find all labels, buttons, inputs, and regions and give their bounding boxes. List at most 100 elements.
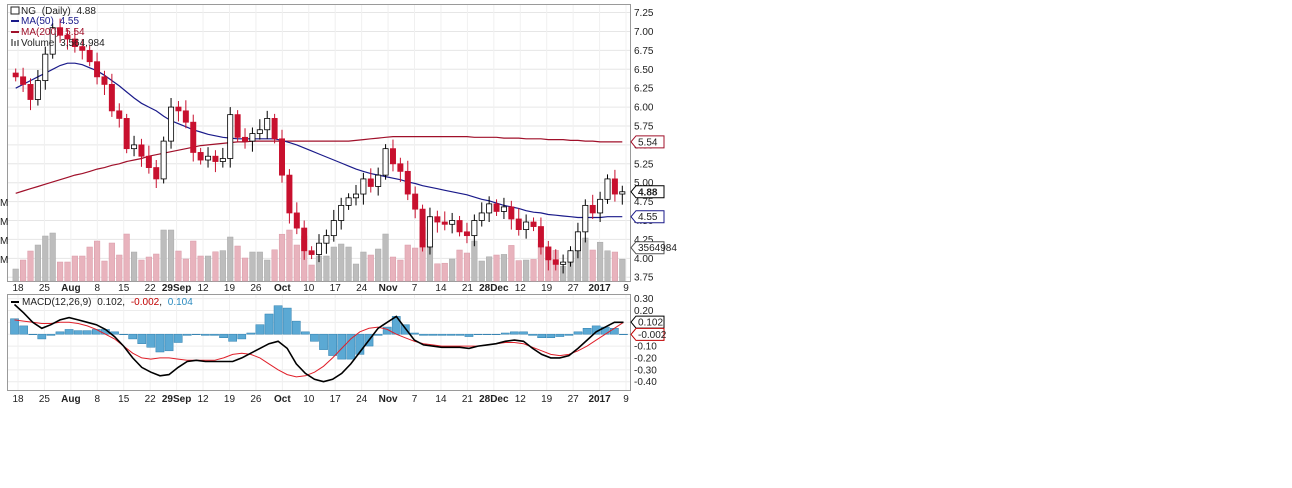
- macd-hist-bar: [291, 320, 301, 335]
- candle-body: [345, 197, 352, 206]
- macd-hist-bar: [500, 332, 510, 335]
- candle-body: [264, 118, 271, 131]
- candle-body: [500, 206, 507, 212]
- volume-bar: [57, 261, 64, 282]
- candle-body: [604, 178, 611, 200]
- macd-hist-bar: [410, 332, 419, 335]
- price-date-label: 27: [568, 283, 580, 294]
- legend-icon: [10, 6, 20, 15]
- macd-tick-label: -0.20: [634, 353, 657, 364]
- candle-body: [382, 148, 389, 176]
- candle-body: [212, 155, 219, 162]
- macd-hist-bar: [191, 333, 201, 335]
- macd-date-label: 26: [250, 394, 262, 405]
- macd-axis: 0.300.200.100.00-0.10-0.20-0.30-0.40: [634, 294, 657, 388]
- price-tick-label: 4.25: [634, 235, 654, 246]
- macd-hist-bar: [464, 333, 474, 337]
- legend-ma50-label: MA(50): [21, 16, 54, 27]
- candle-body: [389, 148, 396, 165]
- macd-tick-label: 0.20: [634, 306, 654, 317]
- candle-body: [419, 208, 426, 248]
- macd-date-label: 29Sep: [162, 394, 191, 405]
- price-tag-box: [630, 135, 665, 149]
- price-tick-label: 6.75: [634, 46, 654, 57]
- ma200-line: [15, 136, 623, 194]
- candle-body: [27, 83, 34, 100]
- volume-bar: [264, 259, 271, 282]
- macd-hist-bar: [528, 333, 537, 336]
- candle-body: [560, 261, 567, 265]
- macd-hist-bar: [82, 330, 92, 335]
- volume-bar: [463, 252, 471, 282]
- price-tag-box: [630, 185, 665, 199]
- volume-bar: [389, 256, 397, 282]
- value-tags: 5.54 4.88 4.55 3564984 0.102-0.002: [630, 135, 677, 341]
- volume-bar: [508, 245, 515, 282]
- macd-hist-bar: [610, 328, 619, 335]
- macd-date-axis: 18 25 Aug 8 15 22 29Sep 12 19 26 Oct 10 17 24 Nov 7 14 21…: [12, 394, 629, 405]
- volume-bar: [190, 240, 197, 282]
- candle-body: [574, 231, 581, 252]
- volume-bar: [20, 259, 27, 282]
- volume-axis-label: M: [0, 236, 8, 247]
- price-date-label: 29Sep: [162, 283, 191, 294]
- volume-bar: [49, 232, 56, 282]
- volume-bar: [71, 255, 78, 282]
- price-date-label: 28Dec: [479, 283, 509, 294]
- candle-body: [123, 118, 130, 150]
- macd-hist-bar: [155, 333, 165, 353]
- volume-bar: [293, 244, 300, 282]
- price-date-label: Nov: [379, 283, 398, 294]
- price-tick-label: 6.00: [634, 103, 654, 114]
- candle-body: [168, 106, 175, 142]
- macd-date-label: 15: [118, 394, 130, 405]
- macd-hist-bar: [173, 333, 183, 343]
- volume-bar: [375, 248, 382, 282]
- candle-body: [42, 53, 49, 82]
- volume-bar: [130, 251, 138, 282]
- volume-bar: [108, 242, 115, 282]
- volume-bar: [486, 256, 493, 282]
- candle-body: [589, 204, 596, 214]
- volume-bar: [160, 229, 167, 282]
- price-tick-label: 5.25: [634, 159, 654, 170]
- volume-bar: [175, 250, 182, 282]
- volume-axis-label: M: [0, 255, 8, 266]
- candle-body: [567, 250, 574, 263]
- volume-bar: [589, 249, 596, 282]
- price-date-label: 24: [356, 283, 368, 294]
- macd-hist-bar: [355, 333, 365, 355]
- price-date-label: 7: [412, 283, 418, 294]
- candle-body: [323, 235, 330, 244]
- candle-body: [131, 144, 138, 150]
- macd-lines: [13, 303, 624, 383]
- macd-hist-bar: [228, 333, 238, 342]
- macd-hist-bar: [519, 331, 528, 335]
- volume-bar: [123, 233, 130, 282]
- volume-bar: [249, 251, 256, 282]
- macd-hist-bar: [264, 313, 274, 335]
- legend-volume-value: 3,564,984: [60, 38, 105, 49]
- candle-body: [463, 231, 470, 237]
- candle-body: [153, 167, 160, 180]
- macd-hist-bar: [19, 325, 28, 335]
- macd-date-label: Aug: [61, 394, 80, 405]
- candle-body: [219, 158, 226, 162]
- volume-bar: [397, 259, 404, 282]
- macd-hist-bar: [128, 333, 138, 340]
- volume-bar: [478, 260, 485, 282]
- volume-bar: [278, 233, 286, 282]
- candle-body: [316, 242, 322, 255]
- candle-body: [101, 76, 108, 85]
- macd-hist-bar: [164, 333, 174, 352]
- candle-body: [523, 221, 530, 230]
- candle-body: [493, 203, 500, 212]
- price-axis: 7.257.006.756.506.256.005.755.505.255.00…: [634, 8, 654, 284]
- candlesticks: [12, 18, 626, 274]
- candle-body: [434, 216, 441, 223]
- volume-axis-label: M: [0, 198, 8, 209]
- legend-volume-icon-bar: [14, 41, 16, 46]
- macd-legend-macd: 0.102: [97, 297, 122, 308]
- macd-hist-bar: [337, 333, 347, 360]
